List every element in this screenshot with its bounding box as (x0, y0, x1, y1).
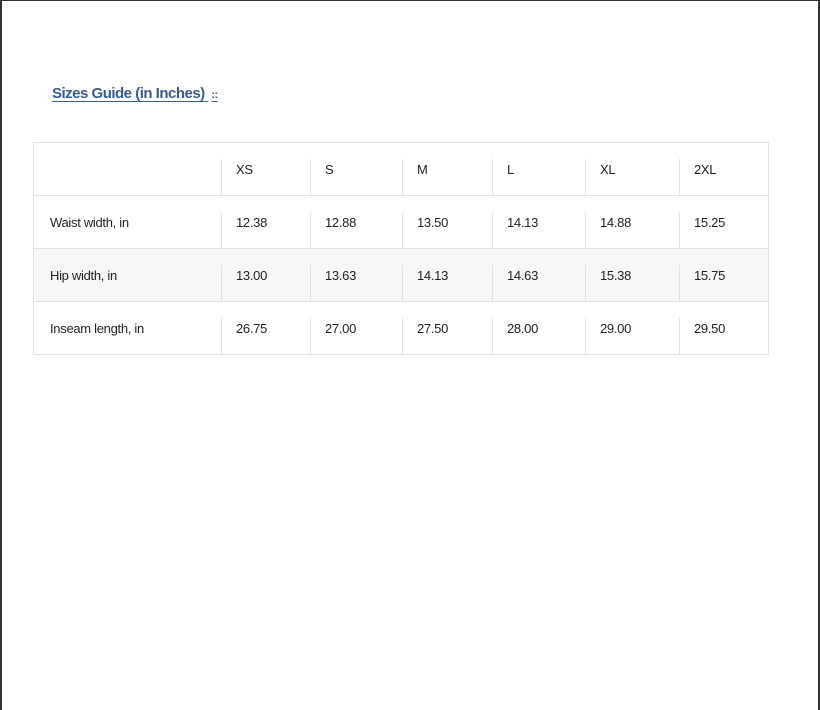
table-cell: 13.00 (221, 248, 310, 302)
table-row: Hip width, in 13.00 13.63 14.13 14.63 15… (33, 248, 769, 302)
header-cell: S (310, 143, 402, 196)
table-cell: 12.88 (310, 195, 402, 249)
table-cell: 13.50 (402, 195, 492, 249)
table-cell: 15.38 (585, 248, 679, 302)
table-row: Inseam length, in 26.75 27.00 27.50 28.0… (33, 301, 769, 355)
table-cell: 15.75 (679, 248, 769, 302)
table-cell: 29.00 (585, 301, 679, 355)
header-cell: L (492, 143, 585, 196)
table-cell: 26.75 (221, 301, 310, 355)
row-label: Waist width, in (33, 195, 221, 249)
row-label: Inseam length, in (33, 301, 221, 355)
table-cell: 28.00 (492, 301, 585, 355)
sizes-guide-title[interactable]: Sizes Guide (in Inches) :: (52, 85, 218, 102)
table-cell: 27.00 (310, 301, 402, 355)
table-cell: 14.63 (492, 248, 585, 302)
table-cell: 14.88 (585, 195, 679, 249)
title-text: Sizes Guide (in Inches) (52, 85, 205, 102)
row-label: Hip width, in (33, 248, 221, 302)
title-separator: :: (211, 89, 218, 101)
header-cell: XL (585, 143, 679, 196)
header-cell: M (402, 143, 492, 196)
header-cell: XS (221, 143, 310, 196)
table-cell: 15.25 (679, 195, 769, 249)
table-cell: 29.50 (679, 301, 769, 355)
table-cell: 14.13 (492, 195, 585, 249)
header-row: XS S M L XL 2XL (34, 143, 769, 196)
header-cell (34, 143, 222, 196)
header-cell: 2XL (679, 143, 769, 196)
table-cell: 14.13 (402, 248, 492, 302)
table-cell: 27.50 (402, 301, 492, 355)
table-cell: 13.63 (310, 248, 402, 302)
table-cell: 12.38 (221, 195, 310, 249)
size-table: XS S M L XL 2XL Waist width, in 12.38 12… (33, 142, 769, 355)
table-row: Waist width, in 12.38 12.88 13.50 14.13 … (33, 195, 769, 249)
